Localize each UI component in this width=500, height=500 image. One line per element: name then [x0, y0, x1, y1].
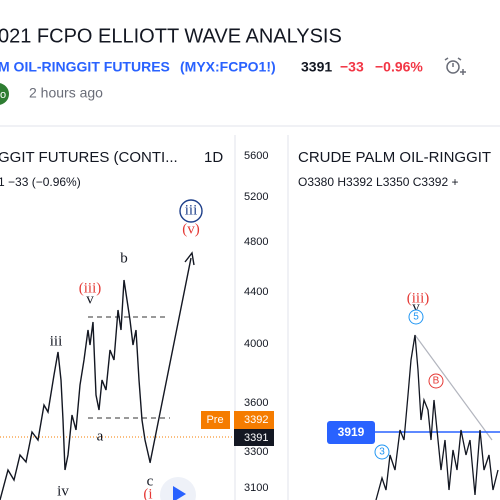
panel-interval: 1D [204, 149, 223, 166]
panel-ohlc: 1 −33 (−0.96%) [0, 175, 81, 189]
play-icon [173, 486, 186, 500]
axis-label: 5200 [244, 191, 268, 203]
axis-label: 5600 [244, 150, 268, 162]
axis-label: 4000 [244, 338, 268, 350]
price-label-box [327, 421, 375, 444]
symbol-name[interactable]: M OIL-RINGGIT FUTURES [0, 59, 170, 75]
wave-label: (v) [182, 221, 200, 237]
author-initial: o [0, 89, 6, 101]
wave-label: v [412, 299, 420, 315]
panel-title: GGIT FUTURES (CONTI... [0, 149, 178, 166]
author-avatar[interactable] [0, 83, 9, 105]
price-candles [0, 279, 151, 500]
wave-label: v [86, 291, 94, 307]
wave-label: iii [50, 333, 63, 349]
wave-label: 5 [413, 312, 419, 323]
pre-badge [201, 411, 230, 429]
symbol-change: −33 [340, 59, 364, 75]
pre-label: Pre [206, 414, 223, 426]
alert-icon[interactable] [444, 57, 466, 75]
wave-label: iii [185, 202, 198, 218]
posted-time: 2 hours ago [29, 85, 103, 101]
last-price: 3391 [244, 432, 268, 444]
wave-circle [428, 373, 444, 389]
price-candles [375, 334, 499, 500]
idea-title: 021 FCPO ELLIOTT WAVE ANALYSIS [0, 25, 342, 47]
symbol-change-percent: −0.96% [375, 59, 423, 75]
price-label: 3919 [338, 425, 365, 439]
wave-label: (iii) [407, 290, 430, 306]
axis-label: 3600 [244, 397, 268, 409]
arrow-head [184, 251, 195, 266]
last-price-box [234, 429, 274, 446]
play-button[interactable] [160, 477, 196, 500]
wave-label: 3 [379, 447, 385, 458]
panel-title: CRUDE PALM OIL-RINGGIT [298, 149, 491, 166]
right-chart: CRUDE PALM OIL-RINGGIT O3380 H3392 L3350… [298, 149, 500, 500]
projection-arrow [149, 257, 192, 464]
pre-price: 3392 [244, 414, 268, 426]
wave-circle [408, 309, 424, 325]
pre-price-box [234, 411, 274, 429]
axis-label: 3100 [244, 482, 268, 494]
axis-label: 3300 [244, 446, 268, 458]
wave-label: (i [143, 486, 152, 500]
symbol-price: 3391 [301, 59, 332, 75]
axis-label: 4400 [244, 286, 268, 298]
wave-label: a [97, 428, 104, 444]
panel-ohlc: O3380 H3392 L3350 C3392 + [298, 175, 458, 189]
wave-circle [374, 444, 390, 460]
wave-label: c [147, 473, 154, 489]
axis-label: 4800 [244, 236, 268, 248]
wave-label: b [120, 250, 128, 266]
trend-line [414, 334, 493, 441]
wave-circle [179, 199, 203, 223]
left-chart: GGIT FUTURES (CONTI... 1D 1 −33 (−0.96%)… [0, 135, 274, 500]
symbol-code[interactable]: (MYX:FCPO1!) [180, 59, 276, 75]
wave-label: iv [57, 483, 69, 499]
wave-label: (iii) [79, 280, 102, 296]
wave-label: B [433, 376, 440, 387]
